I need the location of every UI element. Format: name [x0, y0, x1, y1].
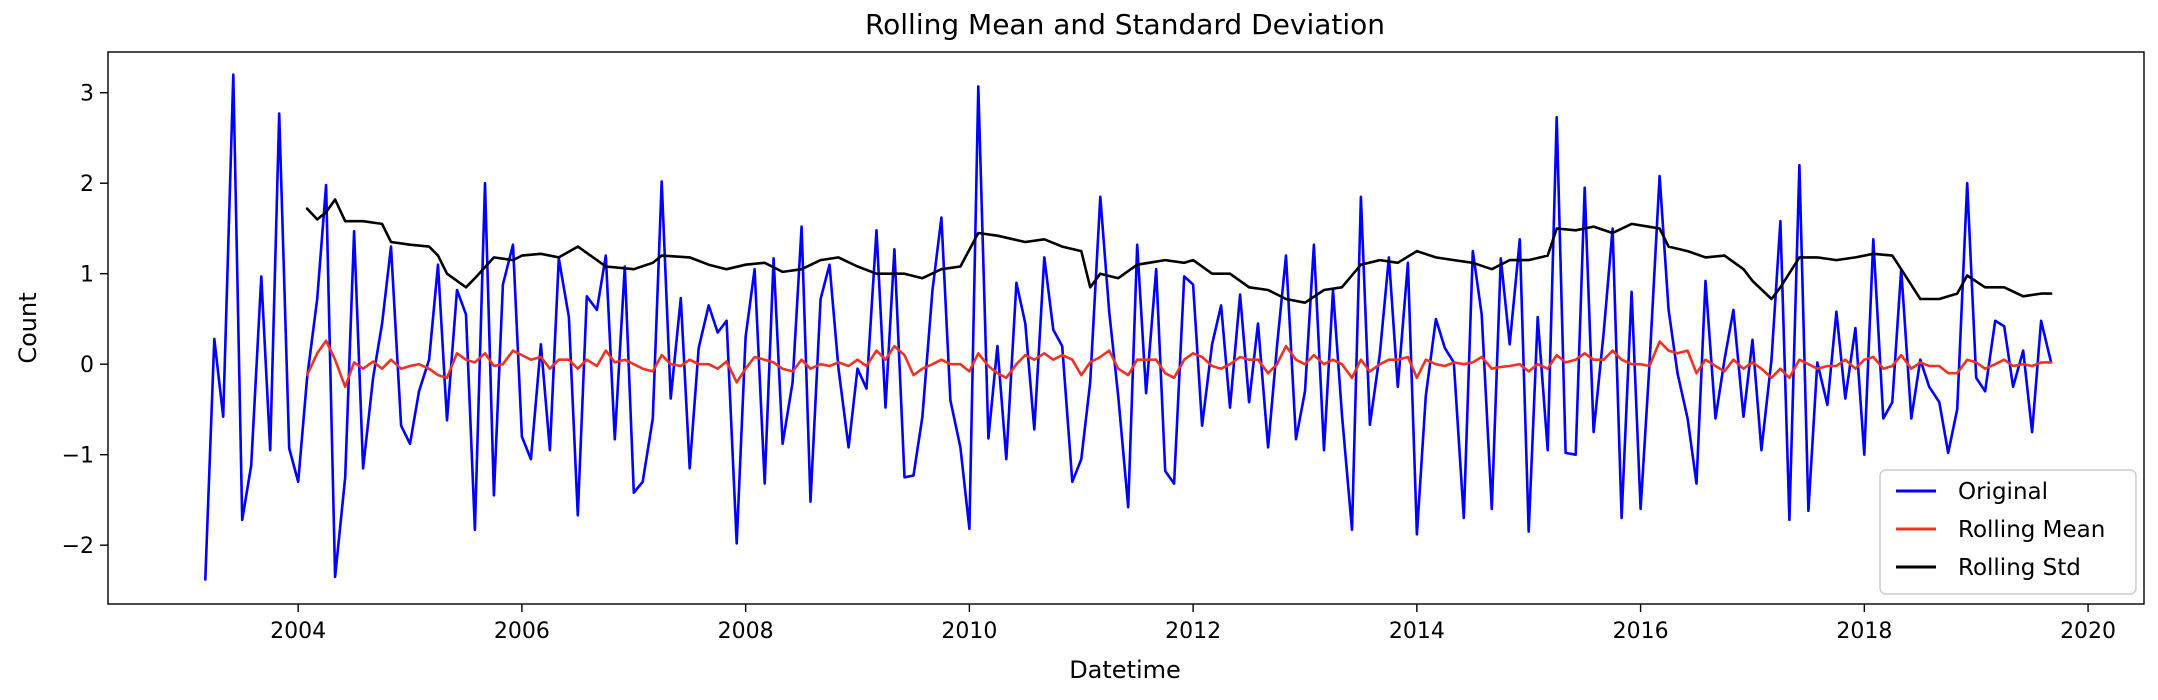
- y-axis: −2 −1 0 1 2 3: [62, 82, 108, 559]
- x-tick-label: 2018: [1836, 619, 1892, 644]
- series-layer: [204, 73, 2053, 581]
- x-tick-label: 2020: [2060, 619, 2116, 644]
- x-axis: 2004 2006 2008 2010 2012 2014 2016 2018 2020: [270, 604, 2116, 644]
- x-tick-label: 2006: [494, 619, 550, 644]
- legend: Original Rolling Mean Rolling Std: [1879, 469, 2137, 595]
- chart-title: Rolling Mean and Standard Deviation: [865, 8, 1385, 41]
- y-tick-label: −1: [62, 444, 94, 469]
- x-tick-label: 2008: [718, 619, 774, 644]
- y-axis-label: Count: [14, 292, 42, 363]
- x-tick-label: 2004: [270, 619, 326, 644]
- legend-box: [1879, 469, 2137, 595]
- x-axis-label: Datetime: [1069, 656, 1181, 684]
- series-original-line: [204, 73, 2053, 581]
- x-tick-label: 2012: [1165, 619, 1221, 644]
- y-tick-label: 2: [80, 172, 94, 197]
- legend-label-rolling-std: Rolling Std: [1958, 555, 2081, 581]
- plot-frame: [107, 51, 2145, 605]
- x-tick-label: 2016: [1613, 619, 1669, 644]
- y-tick-label: −2: [62, 534, 94, 559]
- x-tick-label: 2010: [941, 619, 997, 644]
- y-tick-label: 0: [80, 353, 94, 378]
- series-rolling-std-line: [305, 198, 2053, 304]
- legend-label-original: Original: [1958, 479, 2048, 505]
- legend-label-rolling-mean: Rolling Mean: [1958, 517, 2105, 543]
- y-tick-label: 1: [80, 263, 94, 288]
- x-tick-label: 2014: [1389, 619, 1445, 644]
- series-rolling-mean-line: [305, 339, 2053, 389]
- y-tick-label: 3: [80, 82, 94, 107]
